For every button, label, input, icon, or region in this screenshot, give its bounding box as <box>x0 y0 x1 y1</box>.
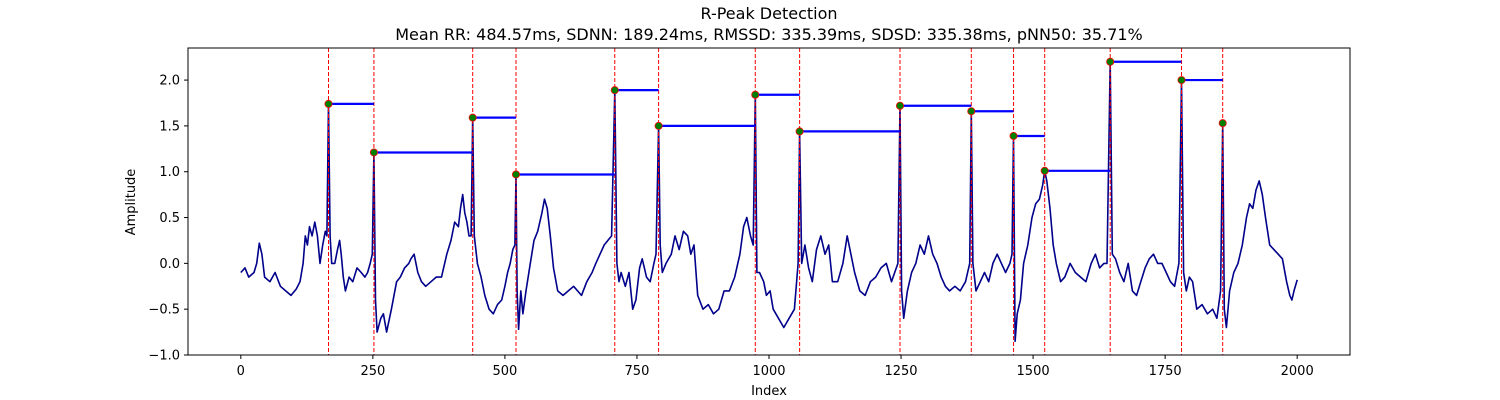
peak-marker-10 <box>1009 131 1018 140</box>
x-axis-label: Index <box>751 384 787 399</box>
x-axis-ticks: 0 250 500 750 1000 1250 1500 1750 2000 <box>237 355 1314 379</box>
x-tick-label: 1250 <box>884 364 917 379</box>
peak-marker-9 <box>967 107 976 116</box>
peak-marker-5 <box>654 121 663 130</box>
x-tick-label: 0 <box>237 364 245 379</box>
y-tick-label: −1.0 <box>148 349 180 364</box>
chart-subtitle: Mean RR: 484.57ms, SDNN: 189.24ms, RMSSD… <box>395 25 1143 44</box>
peak-marker-7 <box>795 127 804 136</box>
peak-marker-1 <box>369 148 378 157</box>
signal-line <box>240 60 1298 343</box>
chart-title: R-Peak Detection <box>700 4 837 23</box>
peak-marker-4 <box>610 86 619 95</box>
peak-marker-2 <box>468 113 477 122</box>
x-tick-label: 500 <box>492 364 517 379</box>
y-axis-label: Amplitude <box>124 169 139 236</box>
peak-marker-13 <box>1177 76 1186 85</box>
peak-marker-14 <box>1218 119 1227 128</box>
y-tick-label: −0.5 <box>148 303 180 318</box>
x-tick-label: 1750 <box>1149 364 1182 379</box>
peak-marker-3 <box>512 170 521 179</box>
y-tick-label: 1.0 <box>159 165 180 180</box>
x-tick-label: 2000 <box>1281 364 1314 379</box>
peak-marker-12 <box>1106 57 1115 66</box>
x-tick-label: 1500 <box>1017 364 1050 379</box>
y-tick-label: 0.0 <box>159 257 180 272</box>
plot-area <box>240 48 1298 355</box>
y-tick-label: 2.0 <box>159 74 180 89</box>
peak-marker-11 <box>1040 166 1049 175</box>
x-tick-label: 250 <box>360 364 385 379</box>
x-tick-label: 750 <box>625 364 650 379</box>
y-tick-label: 0.5 <box>159 211 180 226</box>
peak-marker-6 <box>751 90 760 99</box>
y-tick-label: 1.5 <box>159 119 180 134</box>
x-tick-label: 1000 <box>752 364 785 379</box>
peak-marker-0 <box>324 99 333 108</box>
y-axis-ticks: −1.0 −0.5 0.0 0.5 1.0 1.5 2.0 <box>148 74 188 364</box>
peak-marker-8 <box>895 101 904 110</box>
